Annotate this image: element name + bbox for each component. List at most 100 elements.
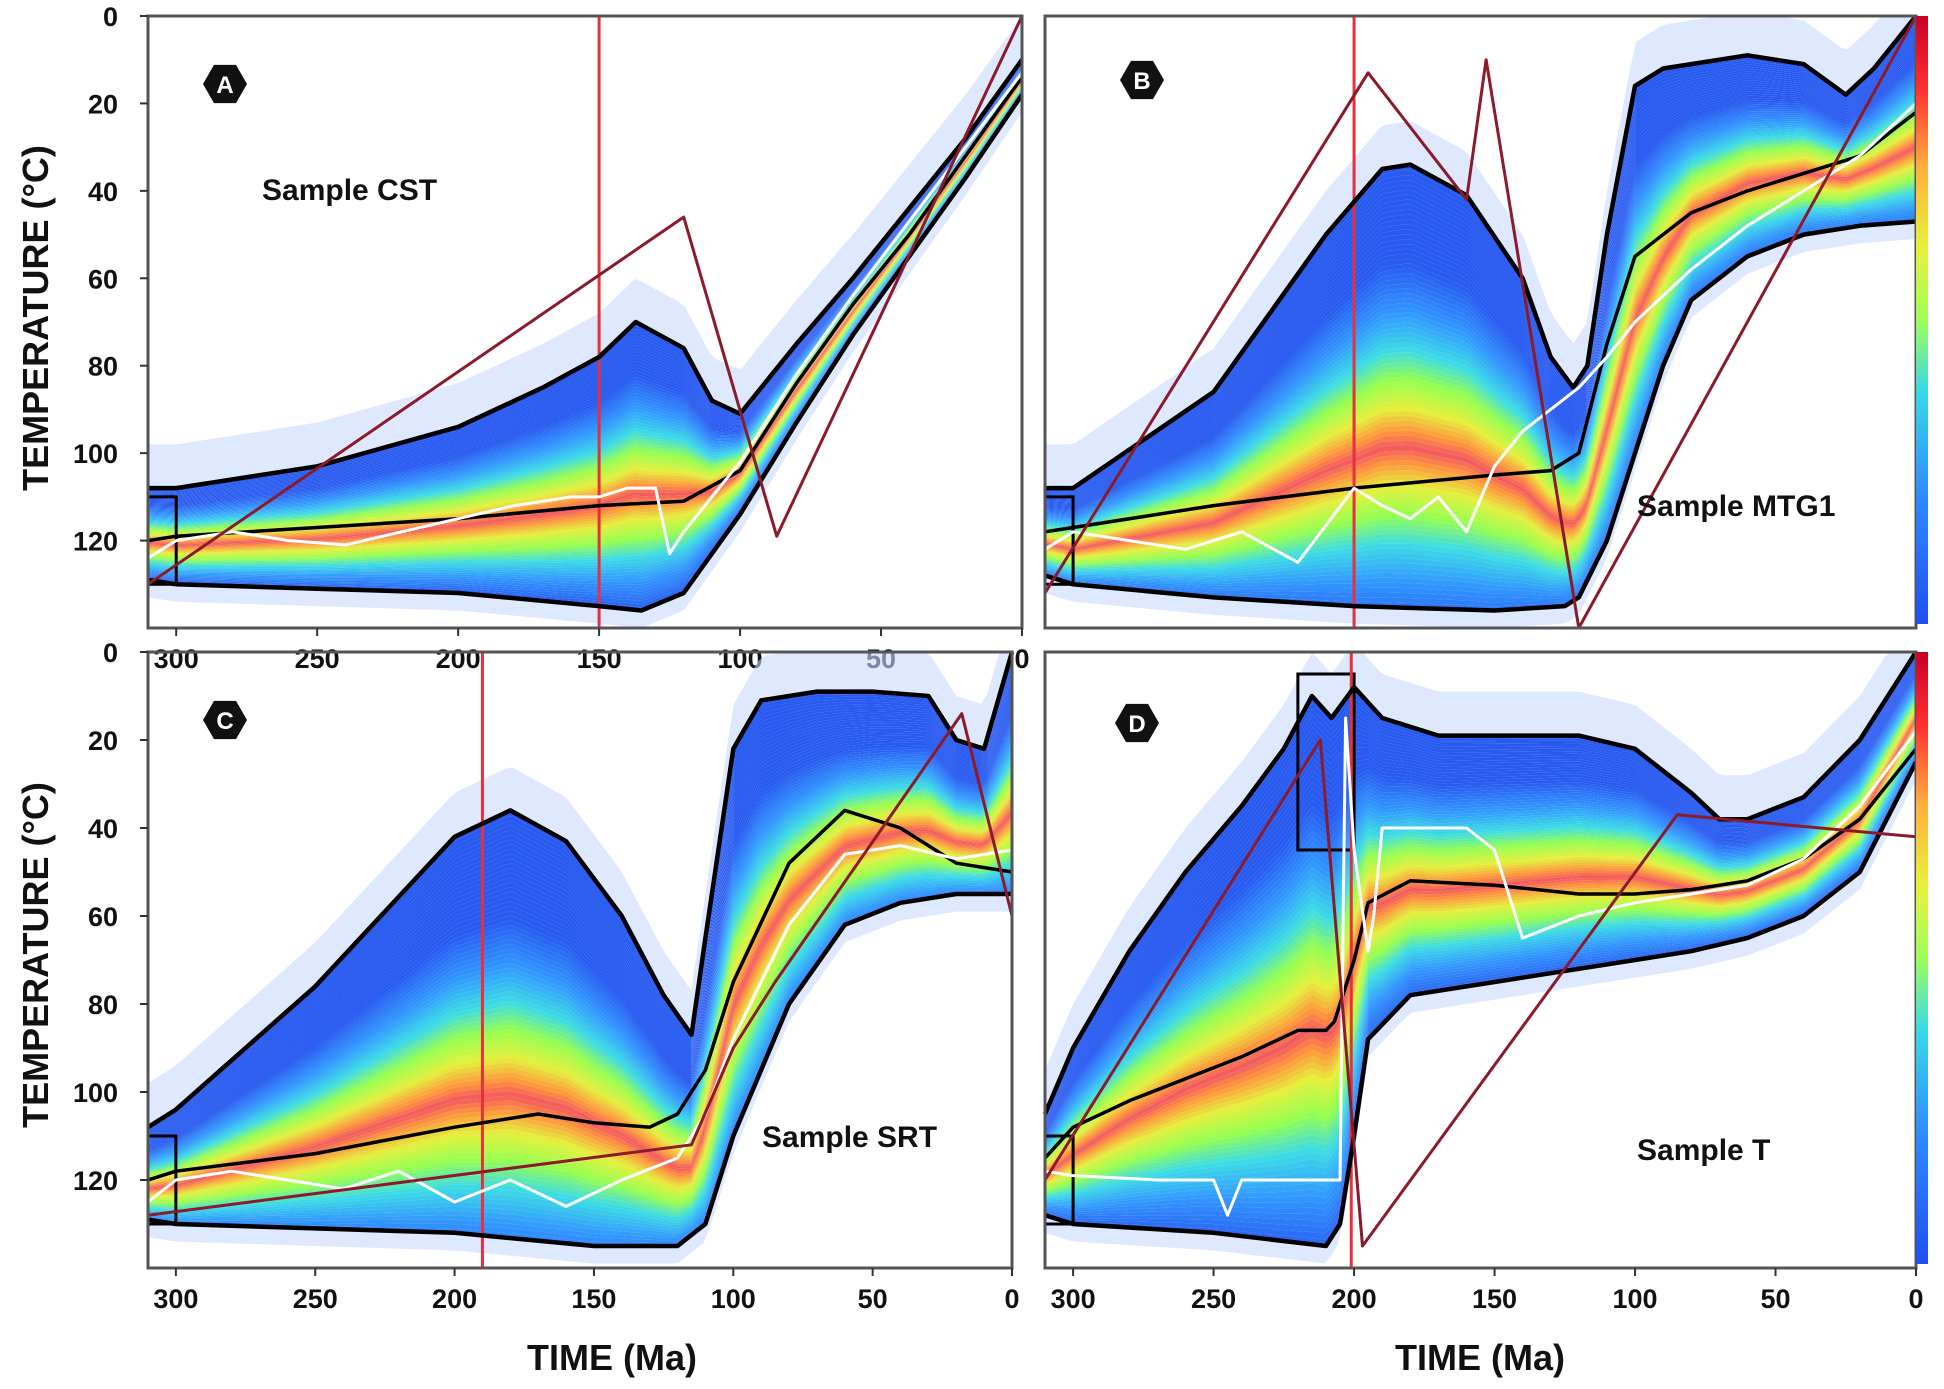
density-band	[1045, 77, 1916, 518]
density-band	[148, 810, 1012, 1189]
y-tick-label: 0	[103, 2, 118, 32]
y-tick-label: 60	[88, 264, 118, 294]
best-fit-path-line	[1044, 102, 1918, 564]
density-band	[1045, 102, 1916, 530]
density-band	[148, 681, 1012, 1140]
density-band	[1045, 726, 1916, 1184]
sample-label: Sample T	[1637, 1134, 1770, 1167]
colorbar-bottom	[1916, 652, 1928, 1264]
y-tick-label: 40	[88, 177, 118, 207]
x-tick-labels: 300 250 200 150 100 50 0	[153, 1268, 1020, 1314]
x-tick-label: 250	[295, 644, 340, 674]
panel-label-badge: D	[1115, 703, 1159, 743]
density-band	[1045, 45, 1916, 503]
x-tick-label: 0	[1908, 1284, 1923, 1314]
density-band	[1045, 43, 1916, 502]
panel-label: B	[1133, 68, 1150, 95]
panel-b: B Sample MTG1	[1043, 14, 1918, 630]
density-band	[148, 68, 1022, 513]
sample-label: Sample MTG1	[1637, 490, 1835, 523]
y-tick-label: 100	[73, 1078, 118, 1108]
red-path-line	[147, 712, 1014, 1217]
density-band	[1045, 105, 1916, 531]
panel-label: C	[216, 708, 233, 735]
upper-envelope-line	[146, 651, 1015, 1130]
x-tick-label: 150	[577, 644, 622, 674]
density-band	[1045, 658, 1916, 1121]
y-tick-label: 20	[88, 89, 118, 119]
x-axis-label-left: TIME (Ma)	[527, 1337, 697, 1378]
y-tick-labels: 0 20 40 60 80 100 120	[73, 2, 148, 557]
density-cloud	[148, 16, 1022, 628]
y-tick-label: 40	[88, 814, 118, 844]
x-tick-label: 250	[1191, 1284, 1236, 1314]
x-tick-label: 200	[1332, 1284, 1377, 1314]
x-tick-label: 100	[1613, 1284, 1658, 1314]
y-tick-labels: 0 20 40 60 80 100 120	[73, 638, 148, 1196]
density-cloud	[148, 652, 1012, 1264]
density-band	[148, 842, 1012, 1202]
density-band	[1045, 107, 1916, 532]
colorbar-top	[1916, 16, 1928, 624]
sample-label: Sample CST	[262, 174, 437, 207]
density-band	[1045, 146, 1916, 550]
density-band	[148, 684, 1012, 1141]
density-band	[148, 740, 1012, 1163]
x-tick-label: 0	[1014, 644, 1029, 674]
density-band	[148, 756, 1012, 1169]
path-lines	[1043, 14, 1918, 630]
expected-path-line	[147, 808, 1013, 1182]
density-band	[148, 840, 1012, 1201]
x-tick-label: 50	[858, 1284, 888, 1314]
plot-frame	[146, 14, 1024, 630]
plot-frame	[146, 650, 1014, 1270]
panel-label-badge: C	[203, 700, 247, 740]
x-tick-label: 150	[1472, 1284, 1517, 1314]
expected-path-line	[1043, 747, 1918, 1160]
expected-path-line	[1044, 110, 1918, 534]
y-axis-label-top: TEMPERATURE (°C)	[15, 145, 56, 491]
y-axis-label-bottom: TEMPERATURE (°C)	[15, 782, 56, 1128]
lower-envelope-line	[1044, 760, 1919, 1249]
best-fit-path-line	[1044, 716, 1918, 1217]
path-lines	[1042, 650, 1919, 1268]
density-band	[1045, 719, 1916, 1177]
upper-envelope-line	[148, 58, 1024, 491]
x-tick-label: 250	[293, 1284, 338, 1314]
lower-envelope-line	[147, 891, 1012, 1249]
upper-envelope-line	[1045, 14, 1918, 491]
density-band	[1045, 148, 1916, 551]
sample-label: Sample SRT	[762, 1121, 937, 1154]
y-tick-label: 120	[73, 527, 118, 557]
red-path-line	[147, 15, 1024, 586]
y-tick-label: 60	[88, 902, 118, 932]
y-tick-label: 120	[73, 1166, 118, 1196]
panel-c: 0 20 40 60 80 100 120 300 250 200 150 100 50 0 C Sam…	[73, 638, 1020, 1314]
x-axis-label-right: TIME (Ma)	[1395, 1337, 1565, 1378]
density-band	[148, 845, 1012, 1203]
x-tick-labels: 300 250 200 150 100 50 0	[1051, 1268, 1924, 1314]
x-tick-label: 0	[1004, 1284, 1019, 1314]
constraint-box-2	[1296, 672, 1356, 852]
red-path-line	[1043, 738, 1917, 1248]
density-band	[148, 735, 1012, 1161]
x-tick-label: 200	[436, 644, 481, 674]
x-tick-label: 300	[1051, 1284, 1096, 1314]
y-tick-label: 80	[88, 990, 118, 1020]
density-band	[148, 67, 1022, 512]
path-lines	[146, 651, 1015, 1268]
best-fit-path-line	[147, 71, 1024, 560]
panel-d: 300 250 200 150 100 50 0 D Sample T	[1042, 650, 1924, 1314]
y-tick-label: 0	[103, 638, 118, 668]
expected-path-line	[147, 76, 1024, 543]
density-band	[1045, 725, 1916, 1183]
red-path-line	[1043, 15, 1918, 630]
best-fit-path-line	[147, 844, 1013, 1208]
density-band	[148, 738, 1012, 1162]
density-band	[148, 807, 1012, 1188]
panel-label-badge: A	[203, 64, 247, 104]
x-tick-label: 50	[1760, 1284, 1790, 1314]
density-band	[148, 91, 1022, 586]
